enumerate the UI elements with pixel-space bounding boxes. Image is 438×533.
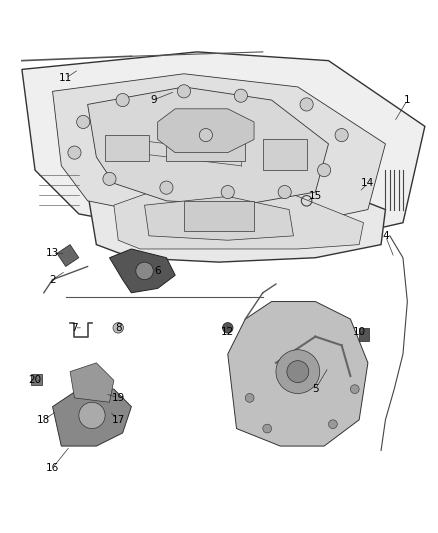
Bar (263, 140, 307, 170)
Circle shape (335, 128, 348, 142)
Circle shape (68, 146, 81, 159)
Text: 1: 1 (404, 95, 411, 105)
Circle shape (350, 385, 359, 393)
Polygon shape (158, 109, 254, 152)
Bar (105, 135, 149, 161)
Circle shape (276, 350, 320, 393)
Text: 14: 14 (361, 178, 374, 188)
Bar (359, 328, 369, 341)
Polygon shape (228, 302, 368, 446)
Text: 19: 19 (112, 393, 125, 403)
Circle shape (221, 185, 234, 199)
Circle shape (278, 185, 291, 199)
Polygon shape (145, 197, 293, 240)
Bar (184, 201, 254, 231)
Text: 6: 6 (154, 266, 161, 276)
Circle shape (113, 322, 124, 333)
Bar (31, 374, 42, 385)
Text: 4: 4 (382, 231, 389, 241)
Text: 13: 13 (46, 248, 59, 259)
Text: 15: 15 (309, 191, 322, 201)
Circle shape (263, 424, 272, 433)
Circle shape (103, 172, 116, 185)
Polygon shape (57, 245, 79, 266)
Polygon shape (110, 249, 175, 293)
Polygon shape (88, 166, 385, 262)
Circle shape (160, 181, 173, 194)
Circle shape (79, 402, 105, 429)
Circle shape (328, 420, 337, 429)
Circle shape (223, 322, 233, 333)
Circle shape (287, 361, 309, 383)
Polygon shape (114, 183, 364, 249)
Circle shape (300, 98, 313, 111)
Text: 7: 7 (71, 323, 78, 333)
Polygon shape (53, 389, 131, 446)
Text: 16: 16 (46, 463, 59, 473)
Text: 5: 5 (312, 384, 319, 394)
Circle shape (177, 85, 191, 98)
Bar (166, 126, 245, 161)
Circle shape (116, 93, 129, 107)
Text: 9: 9 (150, 95, 157, 105)
Text: 17: 17 (112, 415, 125, 425)
Text: 12: 12 (221, 327, 234, 337)
Polygon shape (88, 87, 328, 205)
Text: 11: 11 (59, 73, 72, 83)
Circle shape (199, 128, 212, 142)
Text: 2: 2 (49, 274, 56, 285)
Circle shape (136, 262, 153, 280)
Circle shape (318, 164, 331, 177)
Circle shape (77, 115, 90, 128)
Polygon shape (53, 74, 385, 227)
Circle shape (234, 89, 247, 102)
Text: 10: 10 (353, 327, 366, 337)
Text: 8: 8 (115, 323, 122, 333)
Text: 20: 20 (28, 375, 42, 385)
Circle shape (245, 393, 254, 402)
Text: 18: 18 (37, 415, 50, 425)
Polygon shape (70, 363, 114, 402)
Polygon shape (22, 52, 425, 245)
